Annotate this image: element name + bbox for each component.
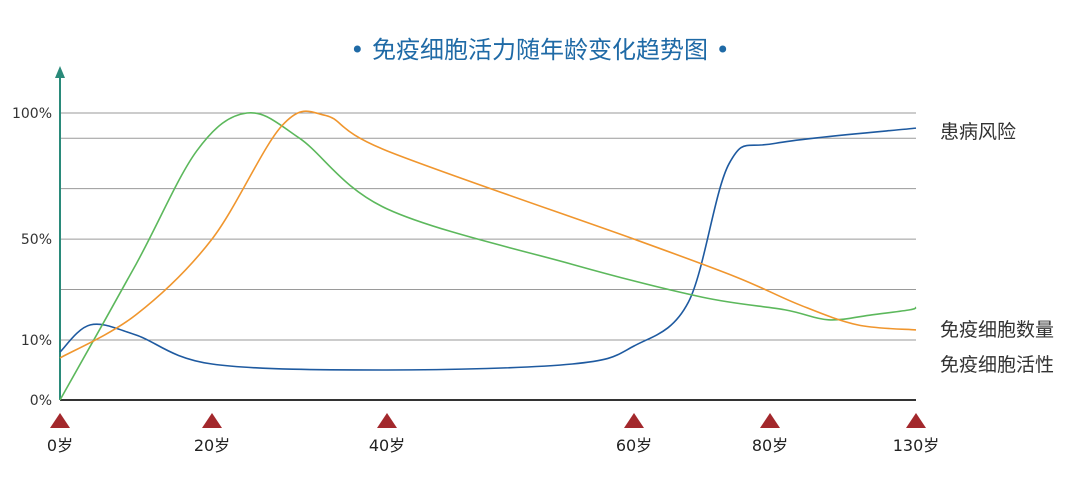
series-line-1	[59, 127, 917, 371]
y-tick-label: 100%	[12, 106, 52, 122]
grid	[60, 112, 916, 341]
age-marker-icon	[624, 413, 644, 428]
x-tick-label: 20岁	[194, 436, 230, 455]
x-tick-label: 80岁	[752, 436, 788, 455]
age-marker-icon	[760, 413, 780, 428]
chart-title: • 免疫细胞活力随年龄变化趋势图 •	[350, 36, 730, 64]
x-tick-label: 130岁	[893, 436, 940, 455]
series-line-3	[59, 110, 917, 359]
y-tick-label: 0%	[30, 393, 52, 409]
series-line-2	[59, 112, 917, 401]
legend-label: 免疫细胞活性	[940, 354, 1054, 376]
age-marker-icon	[906, 413, 926, 428]
y-axis-arrow-icon	[55, 66, 65, 78]
y-tick-label: 10%	[21, 333, 52, 349]
age-marker-icon	[377, 413, 397, 428]
axes	[55, 66, 916, 401]
legend-label: 免疫细胞数量	[940, 319, 1054, 341]
age-marker-icon	[50, 413, 70, 428]
x-markers: 0岁 20岁 40岁 60岁 80岁 130岁	[47, 413, 939, 455]
legend-label: 患病风险	[940, 121, 1016, 143]
age-marker-icon	[202, 413, 222, 428]
x-tick-label: 0岁	[47, 436, 73, 455]
x-tick-label: 60岁	[616, 436, 652, 455]
y-tick-label: 50%	[21, 232, 52, 248]
x-tick-label: 40岁	[369, 436, 405, 455]
series-lines	[59, 110, 917, 401]
y-tick-labels: 0% 10% 50% 100%	[12, 106, 52, 409]
